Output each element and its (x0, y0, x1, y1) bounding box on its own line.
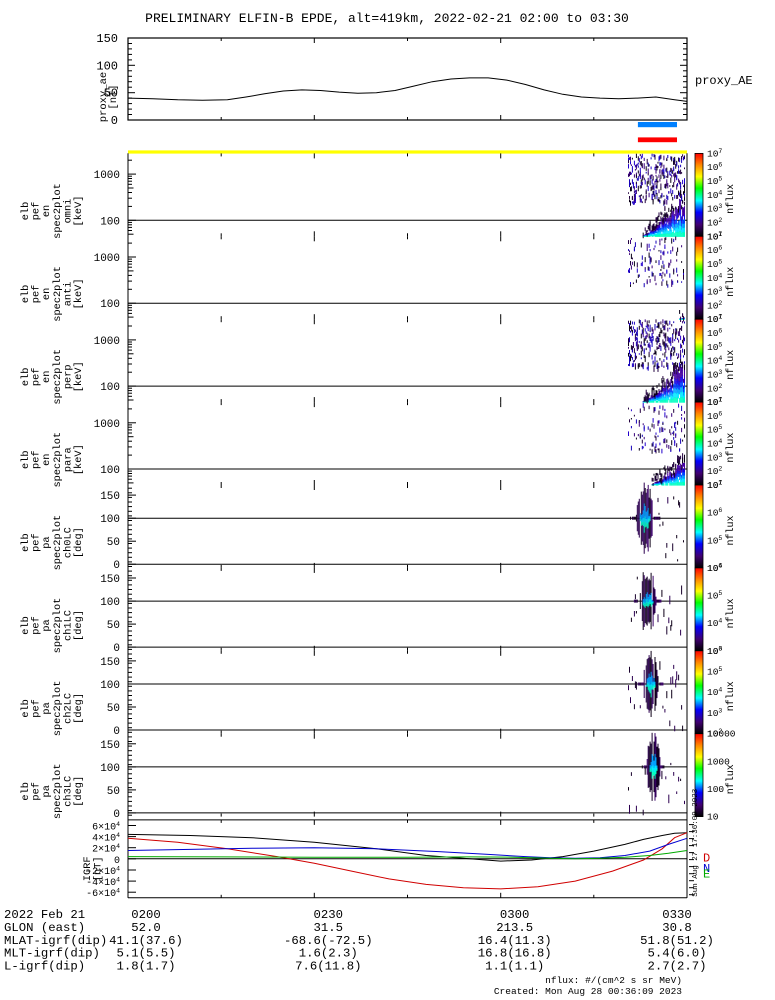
svg-text:E: E (703, 868, 710, 882)
svg-text:41.1(37.6): 41.1(37.6) (109, 934, 183, 948)
svg-text:0: 0 (113, 643, 120, 655)
svg-text:[deg]: [deg] (73, 610, 85, 641)
svg-text:5.4(6.0): 5.4(6.0) (647, 947, 706, 961)
svg-text:100: 100 (100, 299, 120, 311)
svg-text:5.1(5.5): 5.1(5.5) (116, 947, 175, 961)
svg-text:PRELIMINARY ELFIN-B EPDE, alt=: PRELIMINARY ELFIN-B EPDE, alt=419km, 202… (145, 11, 629, 26)
svg-text:MLAT-igrf(dip): MLAT-igrf(dip) (4, 934, 107, 948)
svg-text:150: 150 (100, 491, 120, 503)
svg-text:nflux: #/(cm^2 s sr MeV): nflux: #/(cm^2 s sr MeV) (545, 975, 682, 986)
svg-text:0200: 0200 (131, 908, 161, 922)
svg-text:L-igrf(dip): L-igrf(dip) (4, 960, 85, 974)
svg-text:150: 150 (100, 657, 120, 669)
svg-text:nflux: nflux (725, 184, 737, 214)
svg-text:[keV]: [keV] (73, 361, 85, 392)
svg-text:[nT]: [nT] (108, 84, 120, 109)
svg-text:150: 150 (100, 574, 120, 586)
svg-text:100: 100 (100, 514, 120, 526)
svg-text:50: 50 (107, 703, 120, 715)
svg-text:-6×104: -6×104 (86, 888, 120, 901)
svg-text:MLT-igrf(dip): MLT-igrf(dip) (4, 947, 100, 961)
svg-text:1.6(2.3): 1.6(2.3) (299, 947, 358, 961)
svg-text:-68.6(-72.5): -68.6(-72.5) (284, 934, 373, 948)
svg-text:100: 100 (707, 784, 724, 795)
svg-text:100: 100 (96, 59, 118, 73)
svg-text:10000: 10000 (707, 729, 736, 740)
svg-text:213.5: 213.5 (496, 921, 533, 935)
svg-text:2.7(2.7): 2.7(2.7) (647, 960, 706, 974)
svg-text:100: 100 (100, 763, 120, 775)
svg-text:0300: 0300 (500, 908, 530, 922)
svg-text:0: 0 (113, 809, 120, 821)
svg-text:[deg]: [deg] (73, 693, 85, 724)
svg-text:Created: Mon Aug 28 00:36:09 2: Created: Mon Aug 28 00:36:09 2023 (494, 986, 682, 997)
svg-text:nflux: nflux (725, 350, 737, 380)
svg-text:100: 100 (100, 680, 120, 692)
svg-text:nflux: nflux (725, 764, 737, 794)
svg-text:nflux: nflux (725, 433, 737, 463)
svg-text:[keV]: [keV] (73, 444, 85, 475)
svg-text:[deg]: [deg] (73, 527, 85, 558)
svg-text:100: 100 (100, 465, 120, 477)
svg-text:proxy_AE: proxy_AE (695, 74, 753, 88)
svg-text:Sun Aug 27 17:36:09 2023: Sun Aug 27 17:36:09 2023 (692, 788, 700, 897)
svg-text:[keV]: [keV] (73, 278, 85, 309)
svg-text:0: 0 (111, 114, 118, 128)
svg-text:50: 50 (107, 786, 120, 798)
svg-text:51.8(51.2): 51.8(51.2) (640, 934, 714, 948)
svg-text:50: 50 (107, 620, 120, 632)
svg-text:0330: 0330 (662, 908, 692, 922)
svg-text:GLON (east): GLON (east) (4, 921, 85, 935)
svg-text:30.8: 30.8 (662, 921, 692, 935)
svg-text:[deg]: [deg] (73, 776, 85, 807)
svg-text:0: 0 (113, 560, 120, 572)
svg-text:1000: 1000 (94, 253, 120, 265)
svg-text:nflux: nflux (725, 515, 737, 545)
svg-text:1000: 1000 (94, 170, 120, 182)
svg-text:1000: 1000 (94, 336, 120, 348)
svg-text:150: 150 (96, 32, 118, 46)
svg-text:31.5: 31.5 (314, 921, 344, 935)
svg-text:[keV]: [keV] (73, 196, 85, 227)
svg-text:50: 50 (107, 537, 120, 549)
svg-text:150: 150 (100, 740, 120, 752)
svg-text:nflux: nflux (725, 267, 737, 297)
svg-text:100: 100 (100, 216, 120, 228)
svg-text:1000: 1000 (94, 419, 120, 431)
svg-text:100: 100 (100, 597, 120, 609)
svg-text:1.1(1.1): 1.1(1.1) (485, 960, 544, 974)
svg-text:10: 10 (707, 812, 719, 823)
svg-text:100: 100 (100, 382, 120, 394)
svg-text:nflux: nflux (725, 681, 737, 711)
svg-text:7.6(11.8): 7.6(11.8) (295, 960, 361, 974)
svg-text:52.0: 52.0 (131, 921, 161, 935)
svg-text:0: 0 (113, 726, 120, 738)
svg-text:2022 Feb 21: 2022 Feb 21 (4, 908, 85, 922)
svg-text:2×104: 2×104 (92, 843, 120, 856)
svg-text:0230: 0230 (314, 908, 344, 922)
svg-text:16.4(11.3): 16.4(11.3) (478, 934, 552, 948)
svg-text:nflux: nflux (725, 598, 737, 628)
svg-text:16.8(16.8): 16.8(16.8) (478, 947, 552, 961)
svg-text:1.8(1.7): 1.8(1.7) (116, 960, 175, 974)
svg-text:[nT]: [nT] (93, 856, 105, 881)
